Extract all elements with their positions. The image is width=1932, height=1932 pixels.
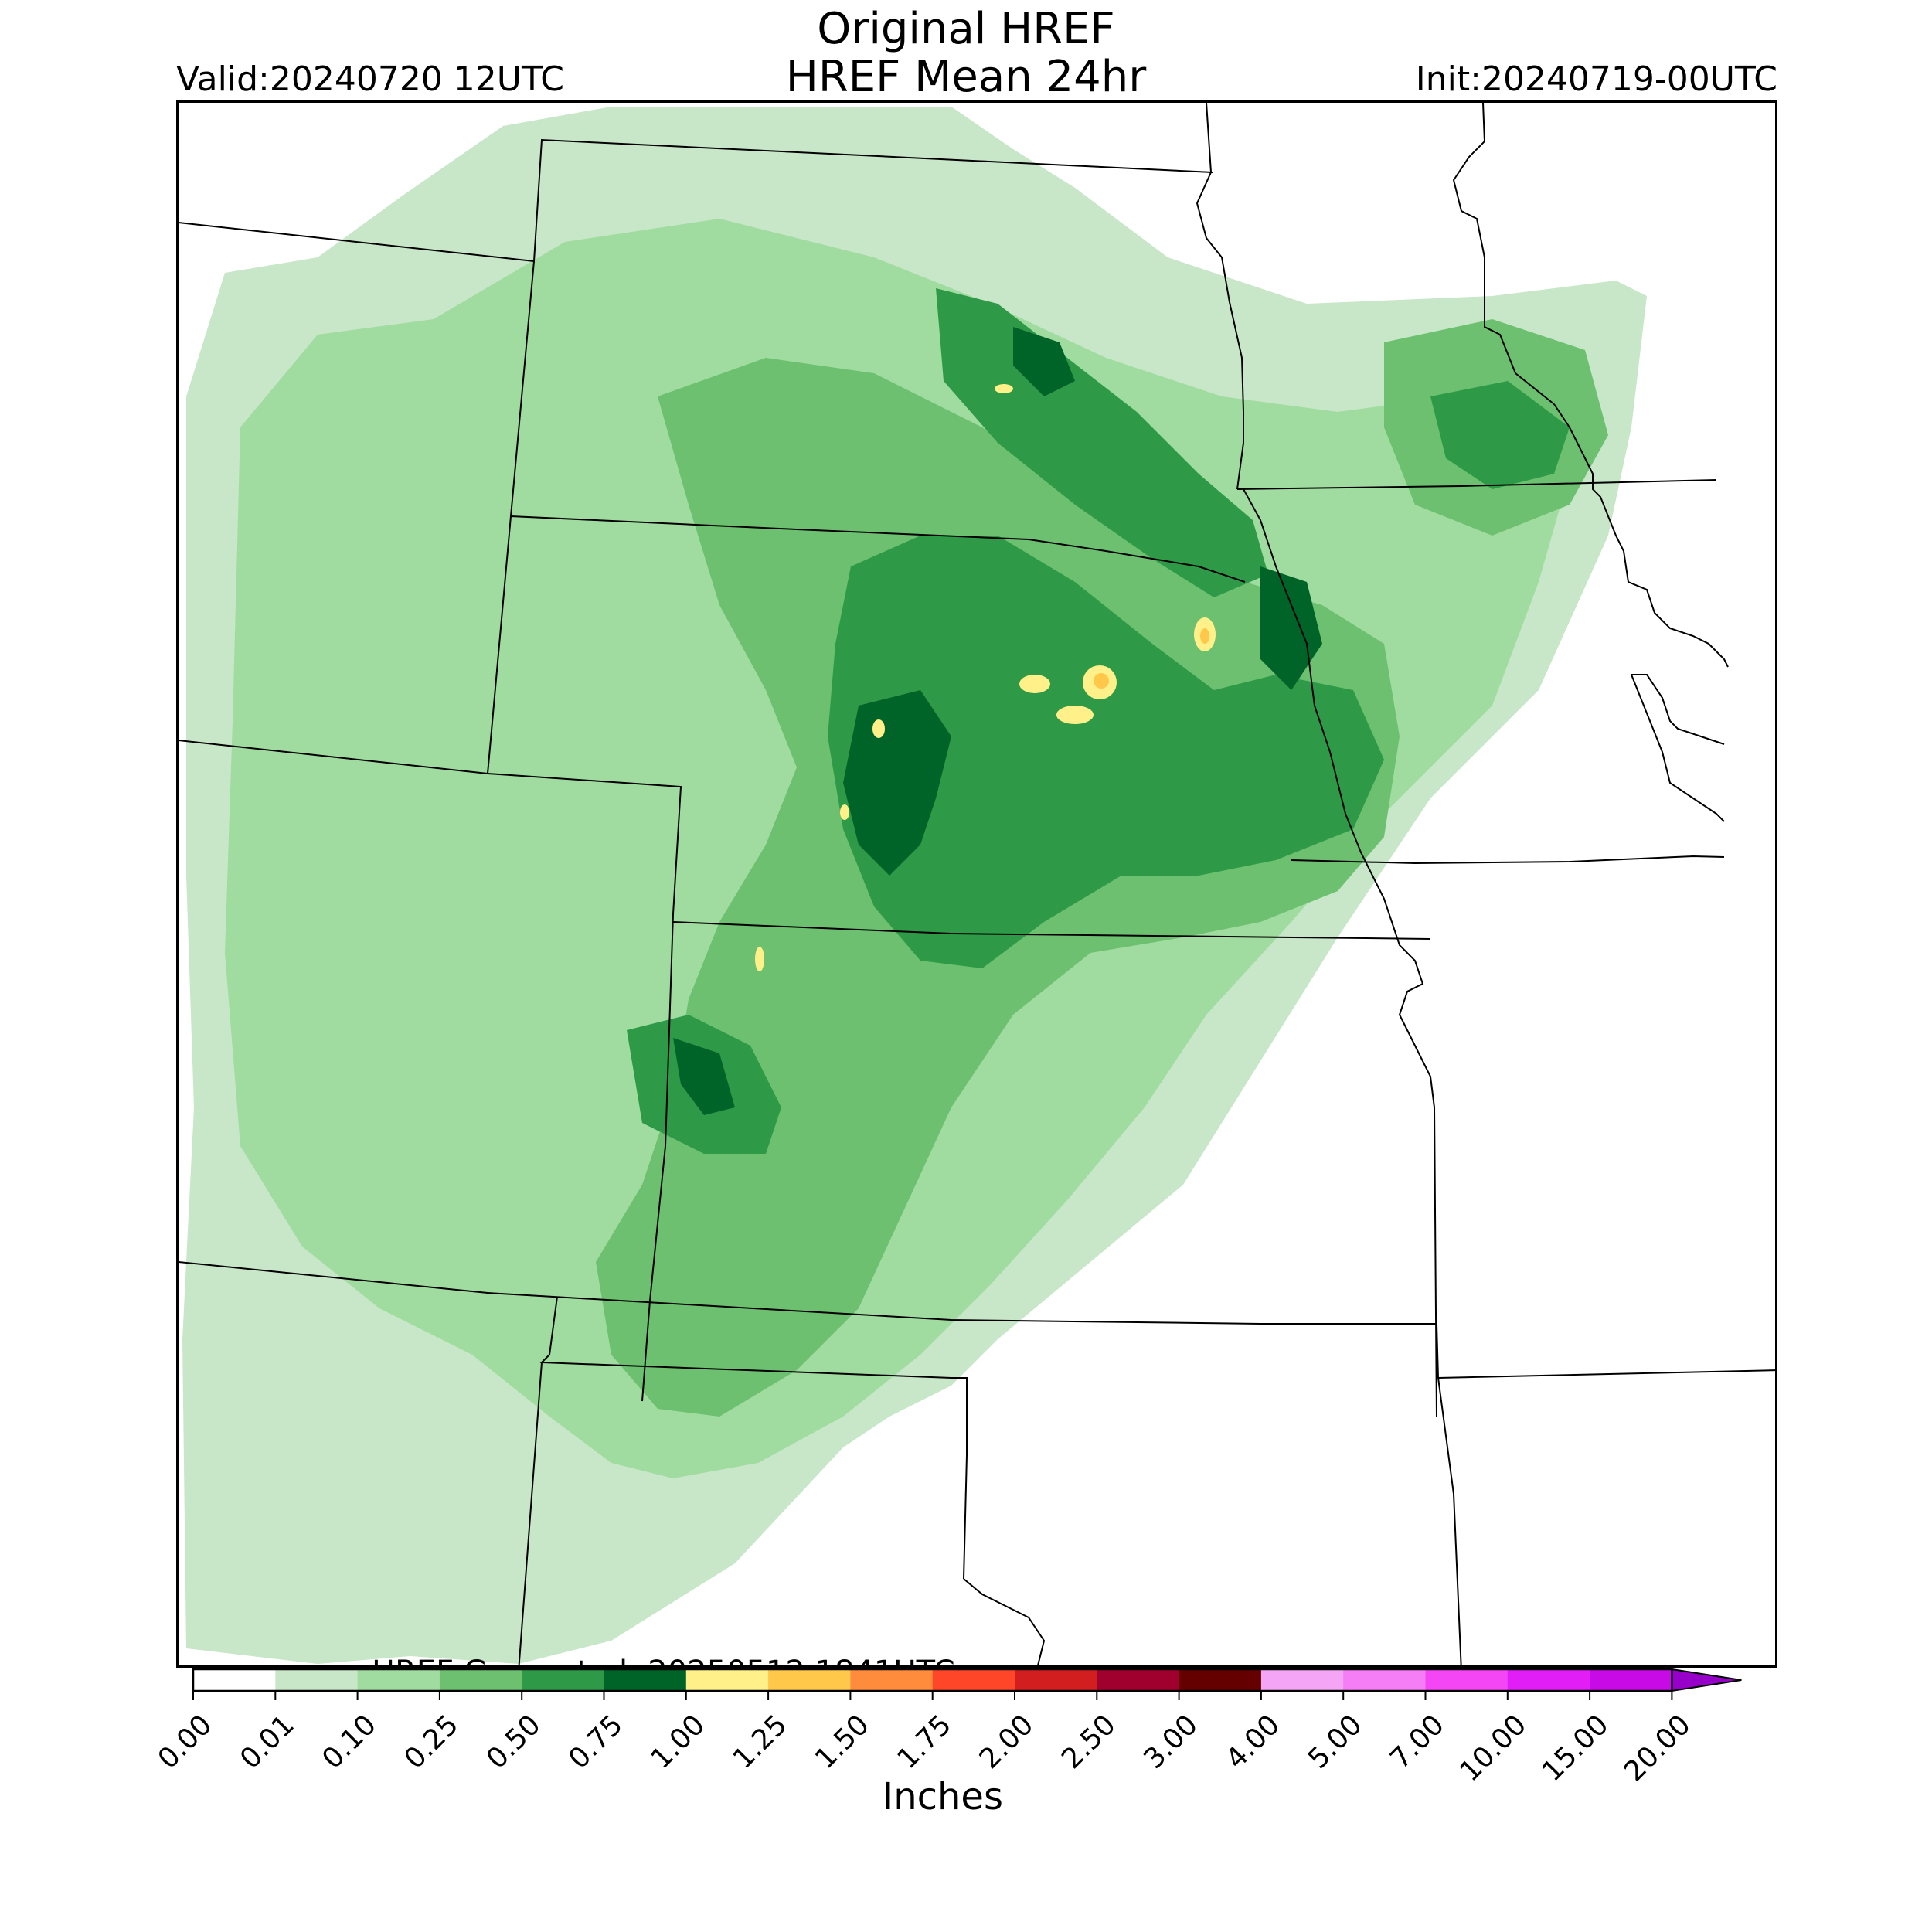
colorbar-tick-label: 2.00 xyxy=(974,1709,1040,1775)
colorbar-tick-label: 4.00 xyxy=(1220,1709,1287,1775)
colorbar-swatch xyxy=(768,1669,851,1691)
colorbar-tick-label: 1.75 xyxy=(891,1709,957,1775)
colorbar-swatch xyxy=(439,1669,522,1691)
colorbar-tick-label: 1.00 xyxy=(645,1709,712,1775)
precip-max-8 xyxy=(755,947,764,971)
colorbar-swatch xyxy=(522,1669,604,1691)
colorbar-tick-label: 0.10 xyxy=(316,1709,383,1775)
generated-timestamp: HREF Generated: 20250512 1841UTC xyxy=(372,1655,955,1665)
chart-title: Original HREF xyxy=(817,4,1115,54)
colorbar-tick-label: 1.50 xyxy=(809,1709,876,1775)
init-time-label: Init:20240719-00UTC xyxy=(1415,60,1777,99)
colorbar-tick-label: 7.00 xyxy=(1384,1709,1451,1775)
precip-max-5 xyxy=(995,384,1013,393)
precip-area-very-heavy-2 xyxy=(1260,566,1322,690)
colorbar-swatch xyxy=(1015,1669,1097,1691)
colorbar-swatch xyxy=(932,1669,1015,1691)
colorbar-swatch xyxy=(1097,1669,1180,1691)
colorbar-swatch xyxy=(1260,1669,1344,1691)
colorbar-tick-label: 0.25 xyxy=(399,1709,465,1775)
precip-max-6 xyxy=(872,719,885,738)
colorbar-swatch xyxy=(1343,1669,1426,1691)
precipitation-map xyxy=(179,103,1775,1665)
precip-field xyxy=(182,107,1647,1664)
colorbar-tick-label: 3.00 xyxy=(1138,1709,1204,1775)
colorbar-label: Inches xyxy=(883,1775,1003,1818)
colorbar-tick-label: 0.50 xyxy=(481,1709,547,1775)
colorbar-swatch xyxy=(275,1669,359,1691)
colorbar-swatch xyxy=(1425,1669,1509,1691)
colorbar-extend-arrow xyxy=(1671,1668,1742,1692)
colorbar-swatch xyxy=(1179,1669,1262,1691)
chart-subtitle: HREF Mean 24hr xyxy=(785,52,1147,102)
colorbar-swatch xyxy=(193,1669,276,1691)
colorbar-tick-label: 5.00 xyxy=(1302,1709,1369,1775)
state-borders xyxy=(179,103,1775,1665)
colorbar-swatch xyxy=(685,1669,769,1691)
colorbar-swatch xyxy=(604,1669,687,1691)
colorbar-ticks: 0.00 0.01 0.10 0.25 0.50 0.75 1.00 1.25 1.50 1.75… xyxy=(152,1691,1697,1787)
valid-time-label: Valid:20240720 12UTC xyxy=(176,60,565,99)
colorbar-swatch xyxy=(1507,1669,1590,1691)
precip-area-very-heavy-4 xyxy=(673,1038,735,1115)
colorbar-swatch xyxy=(850,1669,934,1691)
precip-max-1 xyxy=(1019,675,1050,693)
precip-area-heavy xyxy=(828,536,1384,968)
colorbar-tick-label: 2.50 xyxy=(1056,1709,1122,1775)
colorbar-swatch xyxy=(357,1669,440,1691)
precip-area-very-heavy xyxy=(843,690,951,876)
colorbar-tick-label: 1.25 xyxy=(727,1709,794,1775)
precip-max-7 xyxy=(840,804,849,820)
precip-area-heavy-ne xyxy=(1430,381,1570,489)
colorbar-swatch xyxy=(1590,1669,1672,1691)
precip-area-very-heavy-3 xyxy=(1013,327,1075,396)
colorbar-tick-label: 0.00 xyxy=(152,1709,219,1775)
map-panel[interactable]: HREF Generated: 20250512 1841UTC xyxy=(176,100,1777,1668)
colorbar-tick-label: 0.75 xyxy=(563,1709,629,1775)
colorbar-swatches xyxy=(192,1668,1742,1692)
precip-max-core xyxy=(1094,673,1109,689)
precip-max-core-2 xyxy=(1200,628,1209,644)
colorbar-tick-label: 0.01 xyxy=(234,1709,301,1775)
precip-max-3 xyxy=(1056,706,1094,724)
